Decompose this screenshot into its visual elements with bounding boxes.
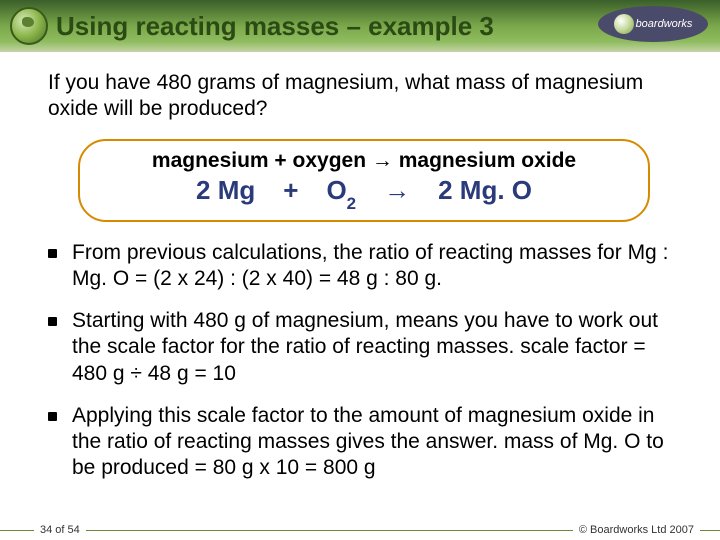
word-equation: magnesium + oxygen → magnesium oxide — [104, 149, 624, 173]
term-mgo: 2 Mg. O — [438, 175, 532, 206]
header: Using reacting masses – example 3 boardw… — [0, 0, 720, 52]
question-text: If you have 480 grams of magnesium, what… — [48, 70, 680, 123]
term-o2: O2 — [326, 175, 356, 210]
content-area: If you have 480 grams of magnesium, what… — [0, 52, 720, 508]
formula-equation: 2 Mg + O2 → 2 Mg. O — [104, 175, 624, 210]
brand-icon — [614, 14, 634, 34]
page-number: 34 of 54 — [34, 524, 86, 536]
bullet-item: Applying this scale factor to the amount… — [48, 403, 680, 482]
footer: 34 of 54 © Boardworks Ltd 2007 — [0, 520, 720, 540]
equation-box: magnesium + oxygen → magnesium oxide 2 M… — [78, 139, 650, 222]
slide-title: Using reacting masses – example 3 — [56, 11, 494, 42]
copyright-text: © Boardworks Ltd 2007 — [573, 524, 700, 536]
brand-logo: boardworks — [598, 6, 708, 42]
plus-sign: + — [283, 175, 298, 206]
bullet-list: From previous calculations, the ratio of… — [48, 240, 680, 482]
term-mg: 2 Mg — [196, 175, 255, 206]
brand-text: boardworks — [636, 18, 693, 30]
globe-icon — [10, 7, 48, 45]
bullet-item: From previous calculations, the ratio of… — [48, 240, 680, 293]
bullet-item: Starting with 480 g of magnesium, means … — [48, 308, 680, 387]
arrow-sign: → — [384, 175, 410, 206]
